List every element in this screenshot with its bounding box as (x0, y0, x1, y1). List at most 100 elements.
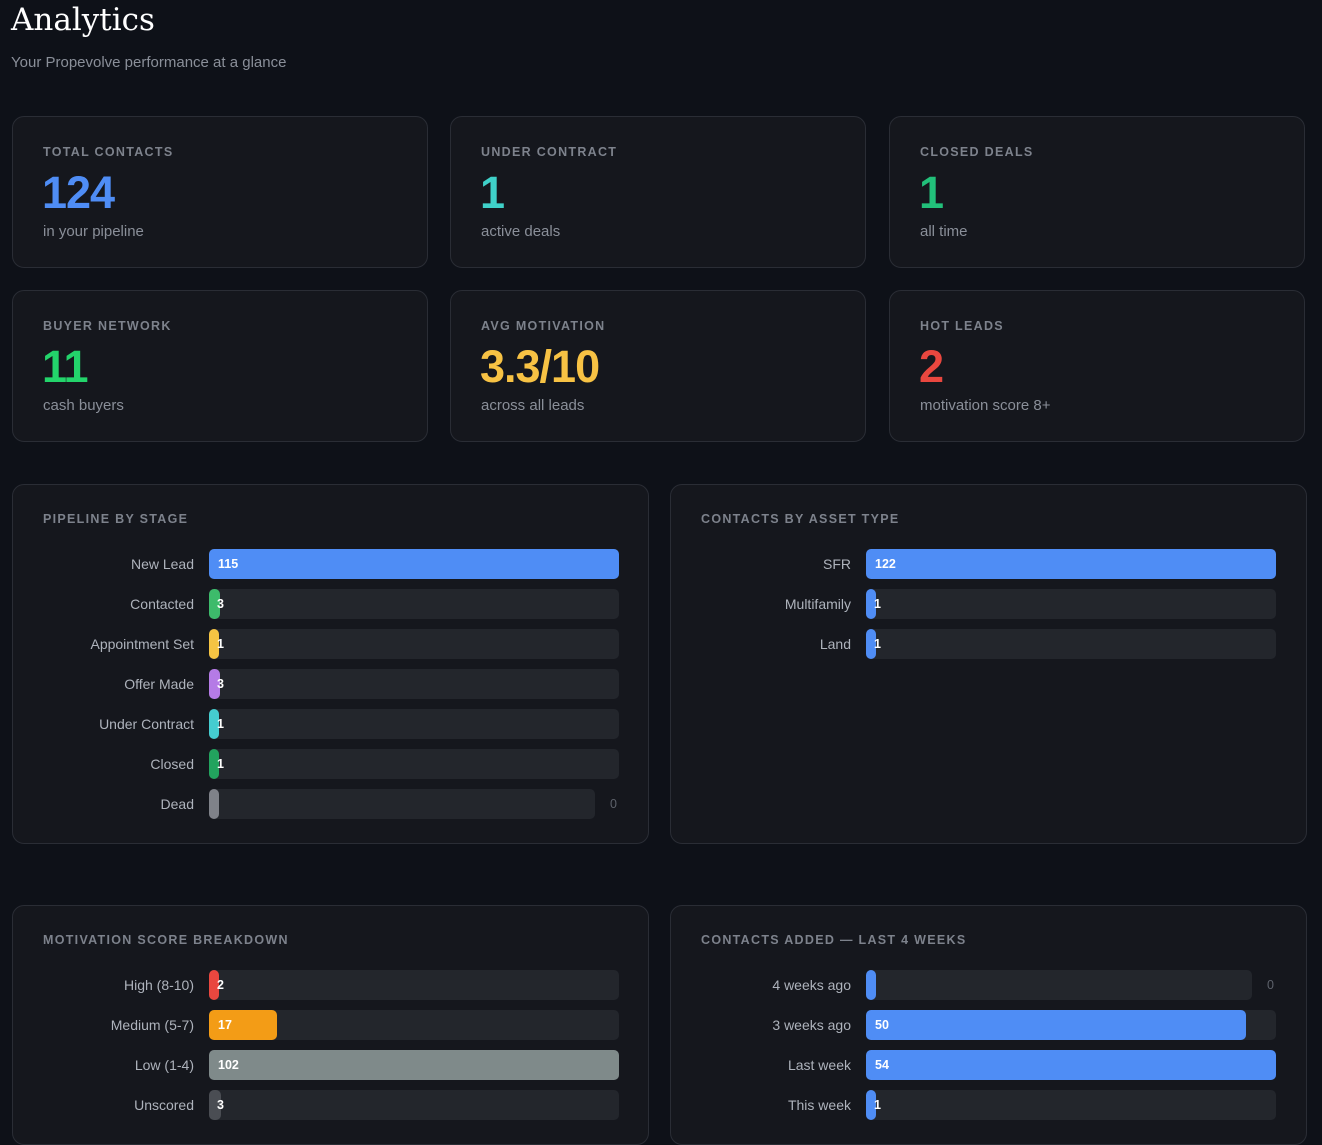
stat-card-buyer-network: BUYER NETWORK 11 cash buyers (12, 290, 428, 442)
bar-track: 2 (209, 970, 619, 1000)
panel-pipeline-by-stage: PIPELINE BY STAGE New Lead 115 Contacted 3 A… (12, 484, 649, 844)
bar-track: 1 (209, 749, 619, 779)
stat-value: 3.3/10 (480, 341, 600, 392)
bar-row: Closed 1 (13, 749, 648, 779)
stat-value: 124 (42, 167, 115, 218)
bar-track: 1 (866, 1090, 1276, 1120)
bar-row: Dead 0 (13, 789, 648, 819)
page-title: Analytics (11, 2, 155, 38)
bar (866, 549, 1276, 579)
bar-value: 3 (217, 677, 224, 691)
bar (209, 629, 219, 659)
stat-label: BUYER NETWORK (43, 319, 172, 333)
bar-row: Last week 54 (671, 1050, 1306, 1080)
stat-value: 1 (919, 167, 944, 218)
bar-track: 1 (866, 589, 1276, 619)
stat-value: 1 (480, 167, 505, 218)
bar (866, 1050, 1276, 1080)
stat-card-avg-motivation: AVG MOTIVATION 3.3/10 across all leads (450, 290, 866, 442)
bar-value: 2 (217, 978, 224, 992)
bar-label: Closed (150, 756, 194, 772)
bar-row: Unscored 3 (13, 1090, 648, 1120)
bar-value: 17 (218, 1018, 232, 1032)
bar-value: 3 (217, 597, 224, 611)
bar-track: 3 (209, 1090, 619, 1120)
bar (209, 709, 219, 739)
bar-row: Appointment Set 1 (13, 629, 648, 659)
bar (209, 749, 219, 779)
stat-sub: cash buyers (43, 397, 124, 414)
bar-row: Contacted 3 (13, 589, 648, 619)
bar-track: 1 (209, 709, 619, 739)
bar-track (209, 789, 595, 819)
panel-contacts-added-last-4-weeks: CONTACTS ADDED — LAST 4 WEEKS 4 weeks ag… (670, 905, 1307, 1145)
bar-track: 1 (209, 629, 619, 659)
bar-value: 1 (217, 637, 224, 651)
stat-label: UNDER CONTRACT (481, 145, 618, 159)
stat-label: HOT LEADS (920, 319, 1004, 333)
bar-label: SFR (823, 556, 851, 572)
stat-value: 2 (919, 341, 944, 392)
bar-label: 3 weeks ago (772, 1017, 851, 1033)
bar-row: Under Contract 1 (13, 709, 648, 739)
bar-label: High (8-10) (123, 977, 194, 993)
panel-title: CONTACTS BY ASSET TYPE (701, 512, 900, 526)
bar-value: 122 (875, 557, 896, 571)
stat-card-total-contacts: TOTAL CONTACTS 124 in your pipeline (12, 116, 428, 268)
bar-row: Low (1-4) 102 (13, 1050, 648, 1080)
panel-contacts-by-asset-type: CONTACTS BY ASSET TYPE SFR 122 Multifamily… (670, 484, 1307, 844)
bar-track: 3 (209, 589, 619, 619)
bar-track: 122 (866, 549, 1276, 579)
bar-track: 115 (209, 549, 619, 579)
panel-title: CONTACTS ADDED — LAST 4 WEEKS (701, 933, 967, 947)
bar-label: Multifamily (784, 596, 851, 612)
bar (209, 549, 619, 579)
bar (209, 1090, 222, 1120)
stat-sub: in your pipeline (43, 223, 144, 240)
stat-sub: across all leads (481, 397, 585, 414)
bar-value: 3 (217, 1098, 224, 1112)
stat-card-hot-leads: HOT LEADS 2 motivation score 8+ (889, 290, 1305, 442)
bar (209, 1050, 619, 1080)
bar-value: 102 (218, 1058, 239, 1072)
bar-row: 4 weeks ago 0 (671, 970, 1306, 1000)
bar-row: Land 1 (671, 629, 1306, 659)
stat-sub: active deals (481, 223, 561, 240)
bar-track: 102 (209, 1050, 619, 1080)
bar-label: New Lead (130, 556, 194, 572)
bar-track: 1 (866, 629, 1276, 659)
bar-value: 115 (218, 557, 239, 571)
bar-track: 17 (209, 1010, 619, 1040)
bar-track: 3 (209, 669, 619, 699)
bar-row: Medium (5-7) 17 (13, 1010, 648, 1040)
stat-value: 11 (42, 341, 89, 392)
bar-value: 50 (875, 1018, 889, 1032)
bar-value: 1 (217, 717, 224, 731)
stat-sub: motivation score 8+ (920, 397, 1051, 414)
bar-label: Under Contract (99, 716, 194, 732)
bar-label: Unscored (134, 1097, 194, 1113)
bar (866, 629, 876, 659)
bar-label: Medium (5-7) (110, 1017, 194, 1033)
bar-label: Last week (787, 1057, 851, 1073)
bar-track: 50 (866, 1010, 1276, 1040)
stat-card-under-contract: UNDER CONTRACT 1 active deals (450, 116, 866, 268)
bar-value: 0 (1267, 978, 1274, 992)
bar (866, 1090, 876, 1120)
bar-label: This week (787, 1097, 851, 1113)
bar (866, 1010, 1246, 1040)
bar-value: 1 (217, 757, 224, 771)
bar-label: Appointment Set (90, 636, 194, 652)
bar-value: 1 (874, 637, 881, 651)
bar-row: SFR 122 (671, 549, 1306, 579)
bar-label: Low (1-4) (134, 1057, 194, 1073)
bar-label: Offer Made (124, 676, 194, 692)
bar-label: Contacted (130, 596, 194, 612)
bar (866, 970, 876, 1000)
bar-value: 1 (874, 1098, 881, 1112)
bar-label: 4 weeks ago (772, 977, 851, 993)
bar-row: This week 1 (671, 1090, 1306, 1120)
bar-row: High (8-10) 2 (13, 970, 648, 1000)
panel-title: MOTIVATION SCORE BREAKDOWN (43, 933, 289, 947)
bar (209, 789, 219, 819)
